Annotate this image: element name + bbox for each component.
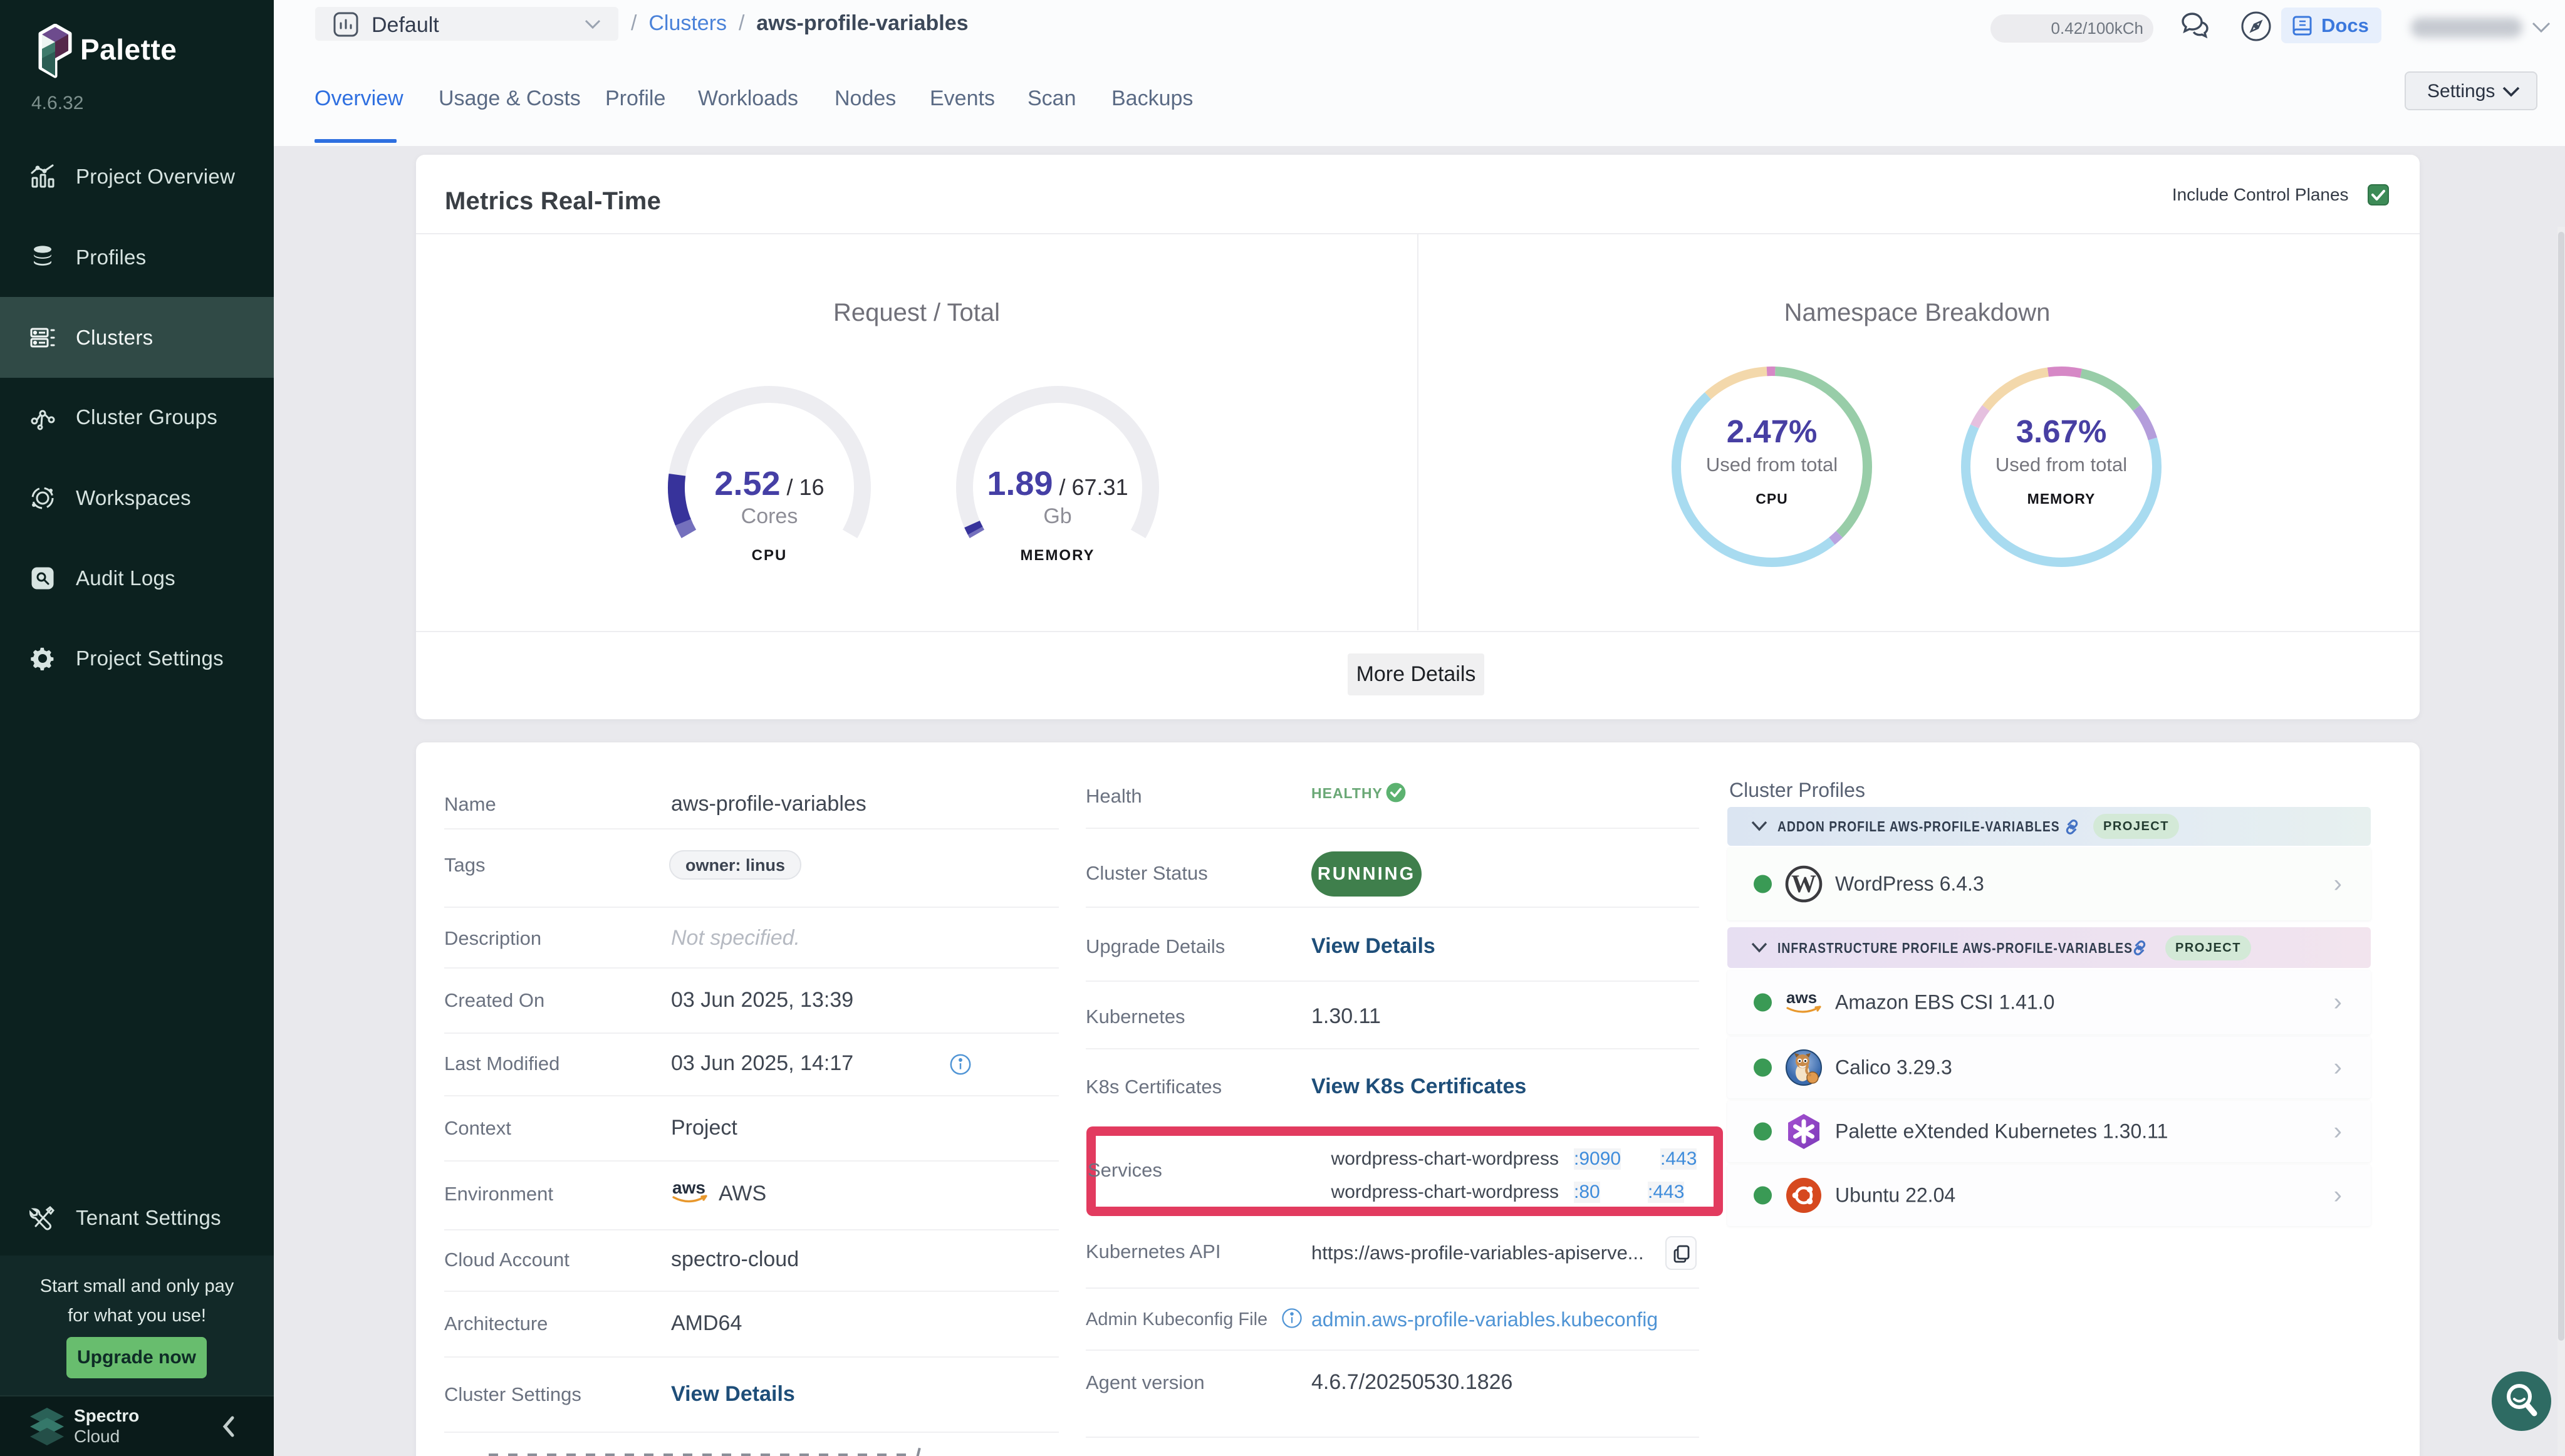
svg-text:aws: aws: [1786, 989, 1817, 1007]
svg-text:aws: aws: [672, 1178, 705, 1197]
svg-text:W: W: [1791, 870, 1816, 898]
